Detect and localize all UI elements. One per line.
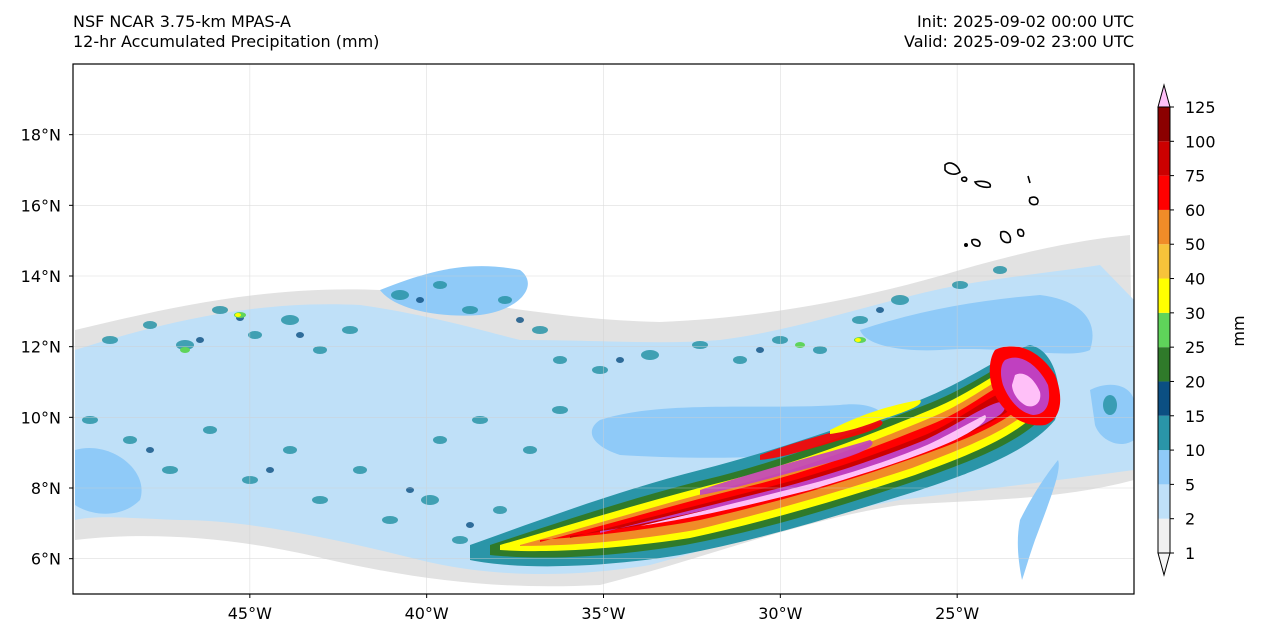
colorbar-tick-label: 15 — [1185, 407, 1205, 426]
colorbar-tick-label: 125 — [1185, 98, 1216, 117]
colorbar-tick-label: 2 — [1185, 510, 1195, 529]
colorbar-segment — [1158, 107, 1170, 142]
colorbar-segment — [1158, 278, 1170, 313]
lon-tick-label: 30°W — [758, 604, 802, 623]
field-name: 12-hr Accumulated Precipitation (mm) — [73, 32, 380, 51]
init-time: Init: 2025-09-02 00:00 UTC — [916, 12, 1134, 31]
lat-tick-label: 12°N — [21, 338, 61, 357]
colorbar-segment — [1158, 312, 1170, 348]
colorbar-tick-label: 20 — [1185, 372, 1205, 391]
colorbar-tick-label: 60 — [1185, 201, 1205, 220]
colorbar-segment — [1158, 175, 1170, 210]
lon-tick-label: 25°W — [935, 604, 979, 623]
longitude-axis: 45°W 40°W 35°W 30°W 25°W — [228, 594, 979, 623]
model-name: NSF NCAR 3.75-km MPAS-A — [73, 12, 291, 31]
colorbar-segment — [1158, 347, 1170, 382]
colorbar-tick-label: 75 — [1185, 167, 1205, 186]
lon-tick-label: 35°W — [581, 604, 625, 623]
colorbar-segment — [1158, 518, 1170, 553]
lat-tick-label: 16°N — [21, 196, 61, 215]
colorbar-extend-bottom — [1157, 552, 1171, 577]
precip-field — [75, 235, 1134, 587]
colorbar-segment — [1158, 381, 1170, 416]
lat-tick-label: 14°N — [21, 267, 61, 286]
colorbar-tick-label: 100 — [1185, 132, 1216, 151]
colorbar-segment — [1158, 244, 1170, 279]
colorbar-segment — [1158, 484, 1170, 519]
colorbar-tick-label: 1 — [1185, 544, 1195, 563]
coastline — [944, 162, 1039, 248]
colorbar-extend-top — [1157, 83, 1171, 108]
chart-title: NSF NCAR 3.75-km MPAS-A 12-hr Accumulate… — [73, 12, 379, 52]
colorbar-tick-label: 40 — [1185, 270, 1205, 289]
time-info: Init: 2025-09-02 00:00 UTC Valid: 2025-0… — [904, 12, 1134, 52]
colorbar-segment — [1158, 415, 1170, 451]
colorbar-segment — [1158, 209, 1170, 245]
colorbar-segment — [1158, 450, 1170, 485]
lat-tick-label: 18°N — [21, 126, 61, 145]
colorbar-tick-label: 50 — [1185, 235, 1205, 254]
colorbar-unit-label: mm — [1229, 315, 1248, 346]
colorbar-tick-label: 5 — [1185, 475, 1195, 494]
lon-tick-label: 40°W — [405, 604, 449, 623]
lat-tick-label: 10°N — [21, 408, 61, 427]
lat-tick-label: 8°N — [31, 479, 61, 498]
precip-50mm — [520, 370, 1035, 546]
lon-tick-label: 45°W — [228, 604, 272, 623]
colorbar-segment — [1158, 141, 1170, 176]
colorbar-tick-label: 10 — [1185, 441, 1205, 460]
map-gridlines — [73, 64, 1134, 594]
precip-20mm — [490, 352, 1050, 558]
colorbar-frame — [1157, 106, 1171, 554]
latitude-axis: 6°N 8°N 10°N 12°N 14°N 16°N 18°N — [21, 126, 73, 569]
colorbar-tick-label: 25 — [1185, 338, 1205, 357]
colorbar-tick-label: 30 — [1185, 304, 1205, 323]
lat-tick-label: 6°N — [31, 550, 61, 569]
valid-time: Valid: 2025-09-02 23:00 UTC — [903, 32, 1134, 51]
